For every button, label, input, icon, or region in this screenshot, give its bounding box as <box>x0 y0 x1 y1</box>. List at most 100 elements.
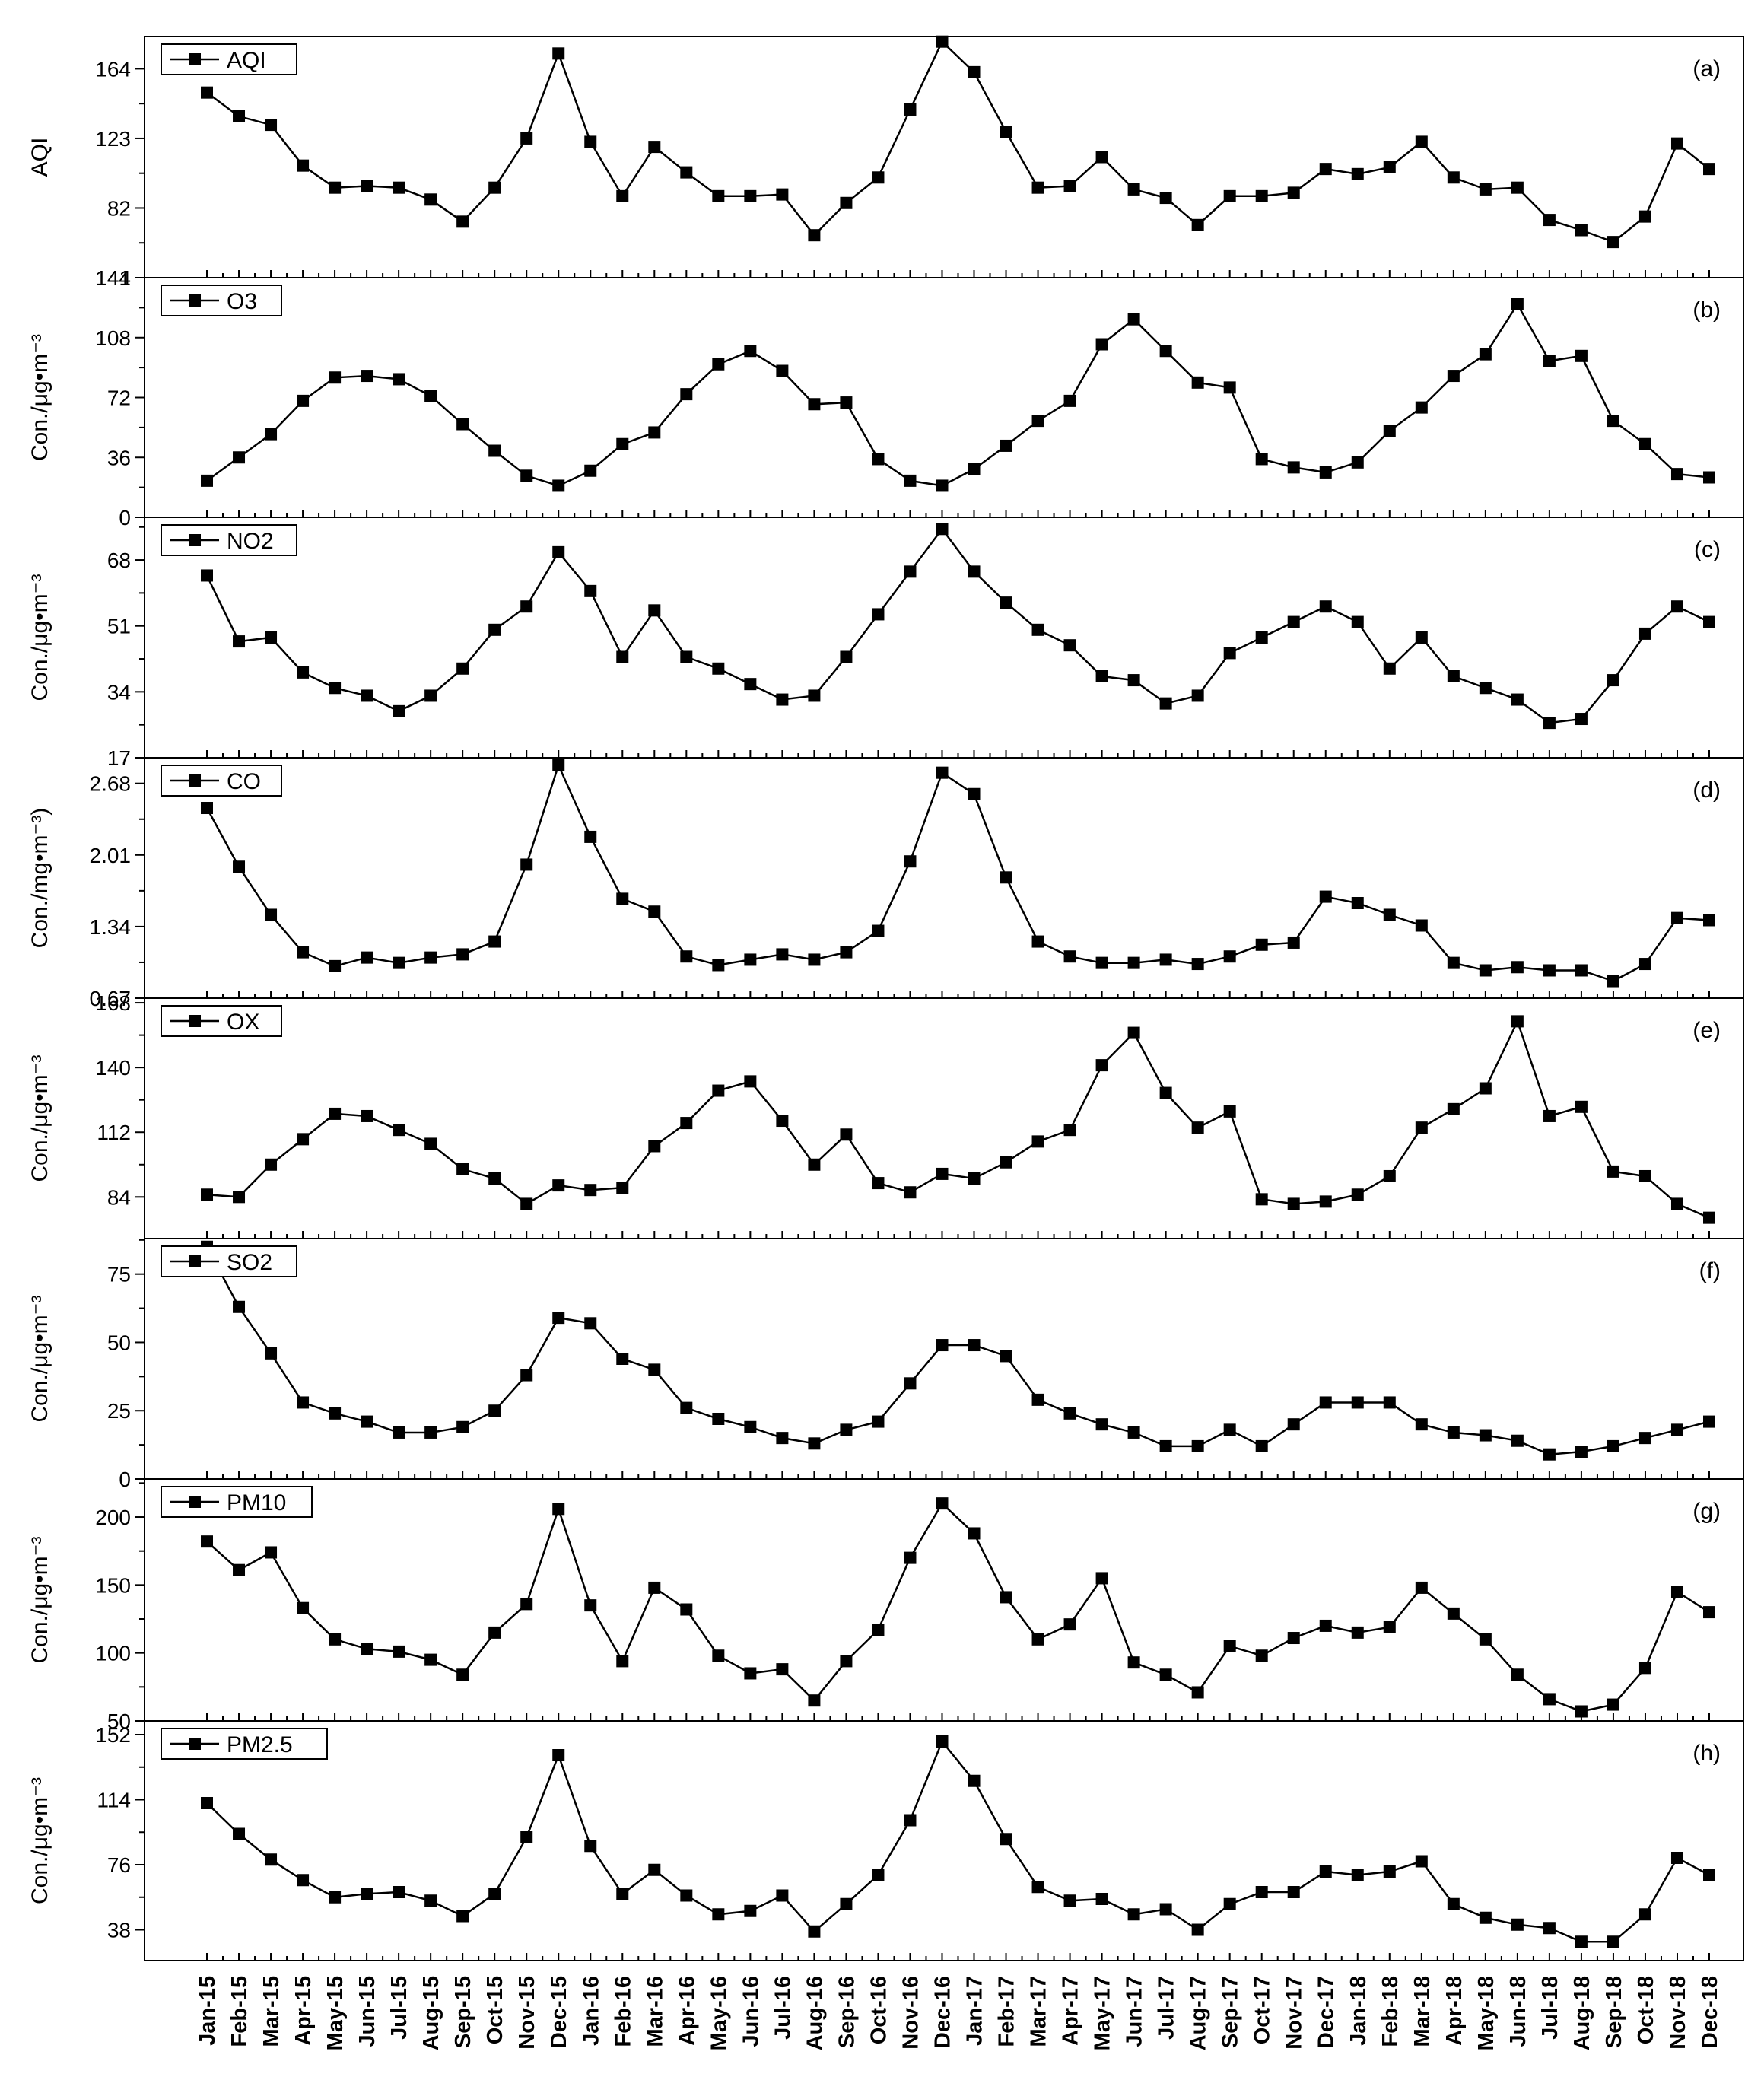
data-point <box>265 428 278 441</box>
data-point <box>329 1891 342 1904</box>
data-point <box>520 858 533 871</box>
y-tick-label: 68 <box>107 549 131 572</box>
y-tick-label: 75 <box>107 1263 131 1287</box>
data-point <box>1607 1935 1619 1948</box>
x-tick-label: Jan-15 <box>195 1976 220 2046</box>
data-point <box>1255 938 1268 951</box>
panel-frame <box>144 1720 1744 1961</box>
data-point <box>1543 717 1556 730</box>
data-point <box>1191 958 1204 971</box>
data-point <box>840 1128 853 1141</box>
data-point <box>1223 1640 1236 1652</box>
data-point <box>265 1853 278 1866</box>
x-tick-label: Aug-16 <box>803 1976 827 2050</box>
legend-label: NO2 <box>227 529 274 554</box>
data-point <box>1287 1418 1300 1431</box>
data-point <box>1415 1121 1428 1134</box>
data-point <box>1000 596 1012 609</box>
data-point <box>1447 1897 1460 1910</box>
data-point <box>1063 1894 1076 1907</box>
data-point <box>936 35 949 48</box>
data-point <box>1479 1633 1492 1646</box>
data-point <box>424 193 437 206</box>
data-point <box>840 396 853 409</box>
y-tick-label: 140 <box>95 1056 131 1080</box>
data-point <box>872 453 885 466</box>
x-tick-label: Apr-15 <box>291 1976 316 2046</box>
y-tick-label: 100 <box>95 1642 131 1665</box>
y-axis-label: Con./μg•m⁻³ <box>27 574 52 701</box>
data-point <box>201 1188 213 1201</box>
data-point <box>904 565 917 578</box>
data-point <box>968 565 981 578</box>
data-point <box>1063 180 1076 192</box>
data-point <box>1575 1100 1588 1113</box>
legend-label: SO2 <box>227 1250 272 1275</box>
data-point <box>1127 1026 1140 1039</box>
data-point <box>1415 401 1428 414</box>
data-point <box>744 345 757 358</box>
data-point <box>712 1908 725 1921</box>
y-tick-label: 108 <box>95 326 131 350</box>
data-point <box>936 479 949 492</box>
data-point <box>584 135 597 148</box>
data-point <box>1383 1396 1396 1409</box>
x-tick-label: Oct-16 <box>866 1976 891 2044</box>
data-point <box>1703 1211 1715 1224</box>
data-point <box>840 1897 853 1910</box>
data-point <box>680 1117 693 1130</box>
data-point <box>456 948 469 961</box>
data-point <box>1670 468 1683 481</box>
data-point <box>1511 693 1524 706</box>
y-tick-label: 17 <box>107 746 131 770</box>
y-tick-label: 25 <box>107 1399 131 1423</box>
data-point <box>1703 914 1715 927</box>
data-point <box>424 689 437 702</box>
data-point <box>1607 1698 1619 1711</box>
data-point <box>680 388 693 401</box>
data-point <box>233 1300 246 1313</box>
y-tick-label: 50 <box>107 1331 131 1354</box>
data-point <box>1031 623 1044 636</box>
data-point <box>456 1163 469 1175</box>
data-point <box>1127 674 1140 687</box>
data-point <box>1543 1448 1556 1461</box>
data-point <box>872 1869 885 1881</box>
data-point <box>552 1179 565 1192</box>
data-point <box>456 1910 469 1923</box>
panel-frame <box>144 1238 1744 1480</box>
data-point <box>1415 1855 1428 1868</box>
data-point <box>201 802 213 815</box>
data-point <box>1383 425 1396 437</box>
panel-4: 84 112 140 168 Con./μg•m⁻³ OX (e) <box>27 991 1744 1239</box>
x-tick-label: Oct-17 <box>1251 1976 1275 2044</box>
data-point <box>712 189 725 202</box>
data-point <box>201 474 213 487</box>
data-point <box>1095 670 1108 682</box>
x-tick-label: Feb-17 <box>995 1976 1019 2047</box>
data-point <box>968 1527 981 1540</box>
data-point <box>712 358 725 371</box>
data-point <box>1287 1886 1300 1898</box>
data-point <box>1670 911 1683 924</box>
data-point <box>904 1186 917 1199</box>
data-point <box>1127 1908 1140 1921</box>
data-point <box>808 398 821 411</box>
data-point <box>1670 1586 1683 1598</box>
data-point <box>1543 1109 1556 1122</box>
data-point <box>393 704 405 717</box>
data-point <box>1479 1082 1492 1095</box>
data-point <box>904 1551 917 1564</box>
data-point <box>1607 975 1619 988</box>
y-tick-label: 38 <box>107 1919 131 1942</box>
y-axis-label: Con./μg•m⁻³ <box>27 1054 52 1182</box>
panel-label: (f) <box>1699 1258 1721 1283</box>
x-tick-label: Dec-16 <box>930 1976 955 2048</box>
data-point <box>393 956 405 969</box>
legend-marker <box>189 1255 201 1267</box>
data-point <box>456 1668 469 1681</box>
data-point <box>1319 1865 1332 1878</box>
data-point <box>1223 1423 1236 1436</box>
data-point <box>1000 1156 1012 1169</box>
data-point <box>1223 1897 1236 1910</box>
